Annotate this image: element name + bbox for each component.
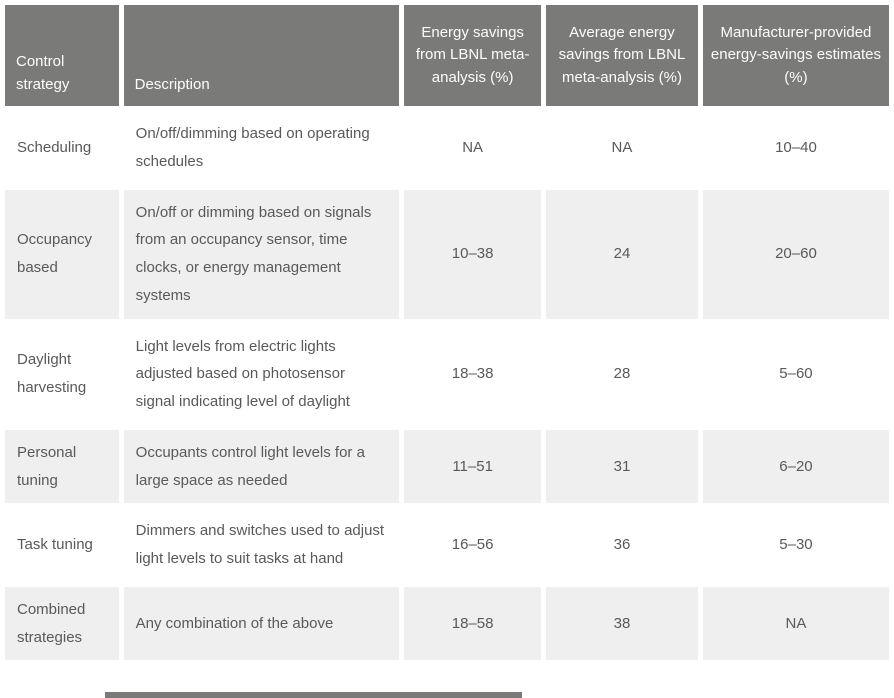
table-row: Combined strategies Any combination of t… [5,586,889,661]
next-table-partial-header-bar [105,692,522,698]
cell-manufacturer-estimate: 6–20 [702,429,889,504]
table-row: Daylight harvesting Light levels from el… [5,323,889,425]
table-row: Personal tuning Occupants control light … [5,429,889,504]
cell-description: Occupants control light levels for a lar… [123,429,400,504]
cell-manufacturer-estimate: 5–60 [702,323,889,425]
cell-lbnl-average-savings: 38 [546,586,698,661]
column-header-manufacturer-estimates: Manufacturer-provided energy-savings est… [702,5,889,106]
cell-lbnl-savings-range: 18–38 [404,323,542,425]
header-row: Control strategy Description Energy savi… [5,5,889,106]
table-body: Scheduling On/off/dimming based on opera… [5,111,889,661]
energy-savings-table: Control strategy Description Energy savi… [5,5,889,661]
column-header-lbnl-average-savings: Average energy savings from LBNL meta-an… [546,5,698,106]
cell-lbnl-average-savings: 36 [546,508,698,582]
cell-lbnl-savings-range: 10–38 [404,189,542,319]
cell-lbnl-savings-range: 18–58 [404,586,542,661]
cell-description: Dimmers and switches used to adjust ligh… [123,508,400,582]
cell-control-strategy: Task tuning [5,508,119,582]
cell-description: On/off/dimming based on operating schedu… [123,111,400,185]
cell-manufacturer-estimate: 5–30 [702,508,889,582]
cell-control-strategy: Personal tuning [5,429,119,504]
cell-control-strategy: Occupancy based [5,189,119,319]
cell-description: On/off or dimming based on signals from … [123,189,400,319]
cell-lbnl-average-savings: 31 [546,429,698,504]
column-header-control-strategy: Control strategy [5,5,119,106]
table-row: Occupancy based On/off or dimming based … [5,189,889,319]
cell-lbnl-average-savings: NA [546,111,698,185]
cell-lbnl-savings-range: 16–56 [404,508,542,582]
table-row: Scheduling On/off/dimming based on opera… [5,111,889,185]
cell-control-strategy: Scheduling [5,111,119,185]
cell-lbnl-savings-range: 11–51 [404,429,542,504]
cell-manufacturer-estimate: NA [702,586,889,661]
cell-control-strategy: Daylight harvesting [5,323,119,425]
cell-description: Light levels from electric lights adjust… [123,323,400,425]
column-header-description: Description [123,5,400,106]
cell-control-strategy: Combined strategies [5,586,119,661]
table-row: Task tuning Dimmers and switches used to… [5,508,889,582]
cell-manufacturer-estimate: 20–60 [702,189,889,319]
cell-description: Any combination of the above [123,586,400,661]
cell-lbnl-average-savings: 28 [546,323,698,425]
cell-manufacturer-estimate: 10–40 [702,111,889,185]
cell-lbnl-savings-range: NA [404,111,542,185]
column-header-lbnl-savings-range: Energy savings from LBNL meta-analysis (… [404,5,542,106]
cell-lbnl-average-savings: 24 [546,189,698,319]
